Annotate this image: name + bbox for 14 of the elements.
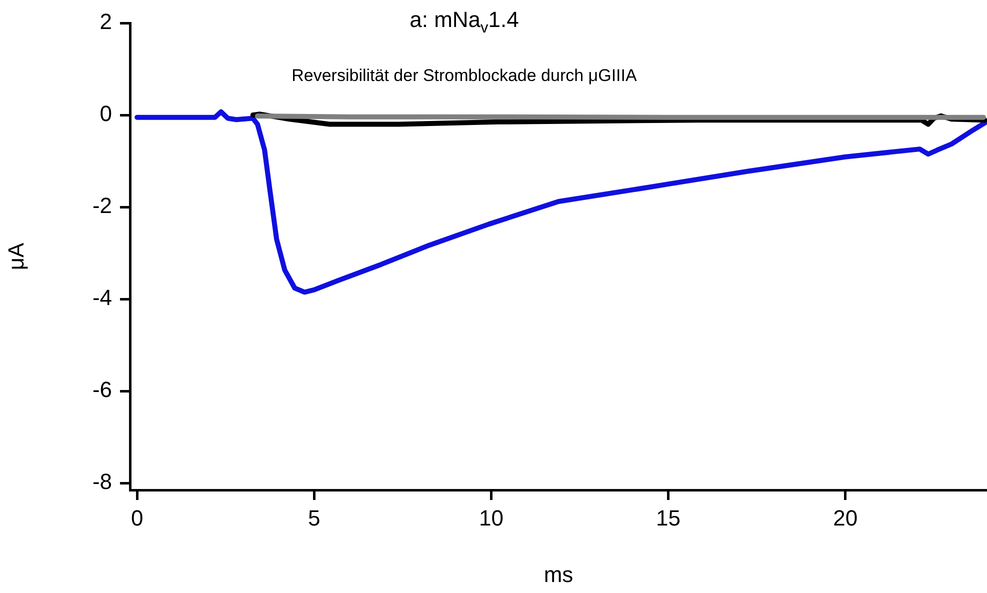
y-tick-label: -8 bbox=[92, 469, 112, 494]
x-tick-label: 5 bbox=[308, 505, 320, 530]
y-tick-label: -4 bbox=[92, 285, 112, 310]
x-axis-title: ms bbox=[544, 562, 574, 587]
x-tick-label: 20 bbox=[833, 505, 858, 530]
y-axis-title: μA bbox=[3, 242, 28, 270]
y-tick-label: -2 bbox=[92, 193, 112, 218]
x-tick-label: 15 bbox=[656, 505, 681, 530]
x-tick-label: 10 bbox=[478, 505, 504, 530]
y-tick-label: 2 bbox=[100, 9, 112, 34]
x-tick-label: 0 bbox=[130, 505, 144, 530]
text: Reversibilität der Stromblockade durch μGIIIA bbox=[292, 66, 638, 85]
y-tick-label: -6 bbox=[92, 377, 112, 402]
y-tick-label: 0 bbox=[100, 101, 112, 126]
